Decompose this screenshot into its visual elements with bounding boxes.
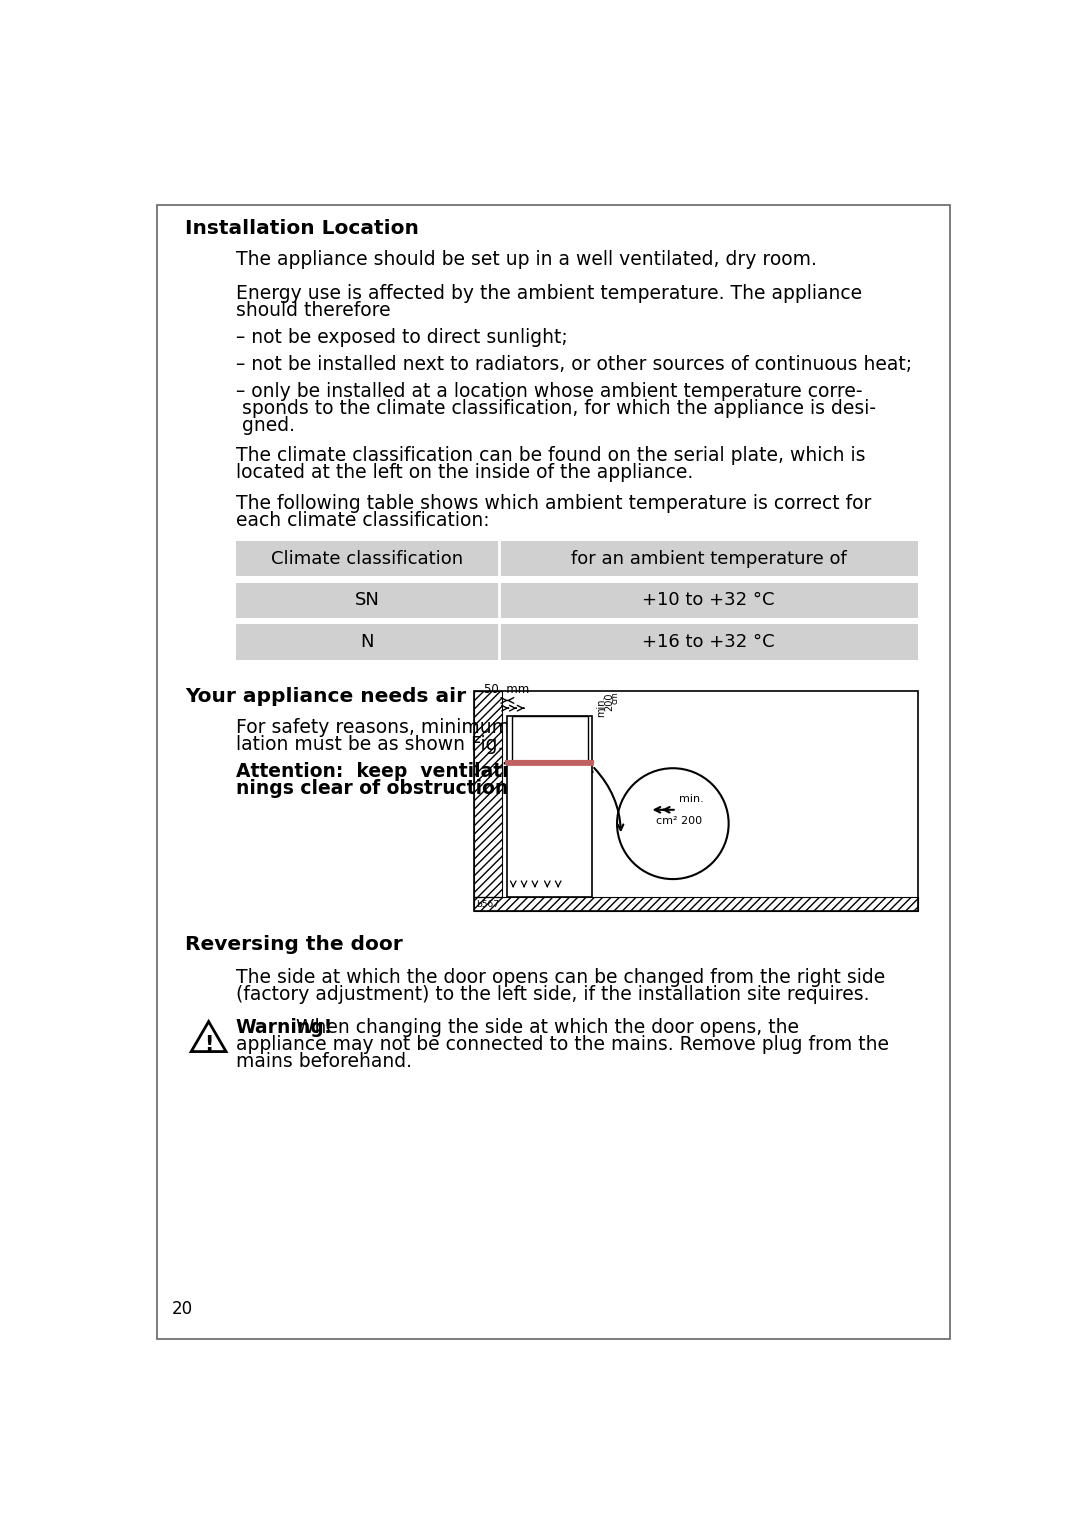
Text: appliance may not be connected to the mains. Remove plug from the: appliance may not be connected to the ma… <box>235 1035 889 1055</box>
Text: cm: cm <box>610 691 619 703</box>
Bar <box>235 624 918 659</box>
Bar <box>235 583 918 618</box>
Text: The climate classification can be found on the serial plate, which is: The climate classification can be found … <box>235 446 865 465</box>
Bar <box>512 716 588 761</box>
Bar <box>235 541 918 576</box>
Text: for an ambient temperature of: for an ambient temperature of <box>570 550 847 567</box>
Text: sponds to the climate classification, for which the appliance is desi-: sponds to the climate classification, fo… <box>242 399 876 417</box>
Text: 50  mm: 50 mm <box>484 683 529 696</box>
Text: – not be exposed to direct sunlight;: – not be exposed to direct sunlight; <box>235 327 567 347</box>
Text: located at the left on the inside of the appliance.: located at the left on the inside of the… <box>235 463 693 482</box>
Text: – not be installed next to radiators, or other sources of continuous heat;: – not be installed next to radiators, or… <box>235 355 912 373</box>
Text: nings clear of obstruction;: nings clear of obstruction; <box>235 780 515 798</box>
Text: (factory adjustment) to the left side, if the installation site requires.: (factory adjustment) to the left side, i… <box>235 985 869 1003</box>
Text: Your appliance needs air: Your appliance needs air <box>186 688 467 706</box>
Bar <box>474 898 918 911</box>
Text: Climate classification: Climate classification <box>271 550 463 567</box>
Text: Attention:  keep  ventilation  ope-: Attention: keep ventilation ope- <box>235 763 594 781</box>
Text: When changing the side at which the door opens, the: When changing the side at which the door… <box>291 1018 799 1038</box>
Text: !: ! <box>204 1035 214 1055</box>
Text: SN: SN <box>355 592 380 610</box>
Text: The following table shows which ambient temperature is correct for: The following table shows which ambient … <box>235 494 872 512</box>
Text: – only be installed at a location whose ambient temperature corre-: – only be installed at a location whose … <box>235 382 862 401</box>
Text: Energy use is affected by the ambient temperature. The appliance: Energy use is affected by the ambient te… <box>235 283 862 303</box>
Text: cm² 200: cm² 200 <box>656 815 702 826</box>
Text: The appliance should be set up in a well ventilated, dry room.: The appliance should be set up in a well… <box>235 249 816 269</box>
Text: Warning!: Warning! <box>235 1018 333 1038</box>
Text: lation must be as shown Fig.: lation must be as shown Fig. <box>235 735 503 754</box>
Text: should therefore: should therefore <box>235 301 390 320</box>
Text: N: N <box>361 633 375 651</box>
Bar <box>474 691 918 911</box>
Bar <box>474 691 502 898</box>
Text: min.: min. <box>596 696 606 717</box>
Text: For safety reasons, minimum venti-: For safety reasons, minimum venti- <box>235 719 569 737</box>
Circle shape <box>617 768 729 879</box>
Text: Reversing the door: Reversing the door <box>186 936 403 954</box>
Text: b567: b567 <box>476 901 499 910</box>
Text: +16 to +32 °C: +16 to +32 °C <box>643 633 774 651</box>
Text: Installation Location: Installation Location <box>186 219 419 239</box>
Text: 200: 200 <box>604 693 613 711</box>
Text: min.: min. <box>679 794 704 804</box>
Text: each climate classification:: each climate classification: <box>235 511 489 529</box>
Text: 20: 20 <box>172 1301 193 1318</box>
Text: +10 to +32 °C: +10 to +32 °C <box>643 592 774 610</box>
Bar <box>507 716 592 898</box>
Text: gned.: gned. <box>242 416 295 434</box>
Text: mains beforehand.: mains beforehand. <box>235 1052 411 1072</box>
Text: The side at which the door opens can be changed from the right side: The side at which the door opens can be … <box>235 968 885 986</box>
